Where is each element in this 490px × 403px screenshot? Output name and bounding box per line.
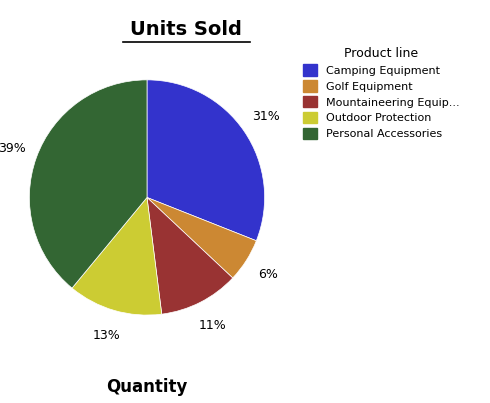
Text: 39%: 39% [0,142,26,156]
Wedge shape [147,197,256,278]
Text: 13%: 13% [93,329,121,342]
Text: Quantity: Quantity [106,378,188,396]
Wedge shape [29,80,147,288]
Wedge shape [72,197,162,315]
Text: Units Sold: Units Sold [130,20,242,39]
Legend: Camping Equipment, Golf Equipment, Mountaineering Equip..., Outdoor Protection, : Camping Equipment, Golf Equipment, Mount… [298,42,465,145]
Text: 11%: 11% [198,319,226,332]
Wedge shape [147,197,233,314]
Text: 6%: 6% [258,268,278,281]
Text: 31%: 31% [252,110,279,123]
Wedge shape [147,80,265,241]
